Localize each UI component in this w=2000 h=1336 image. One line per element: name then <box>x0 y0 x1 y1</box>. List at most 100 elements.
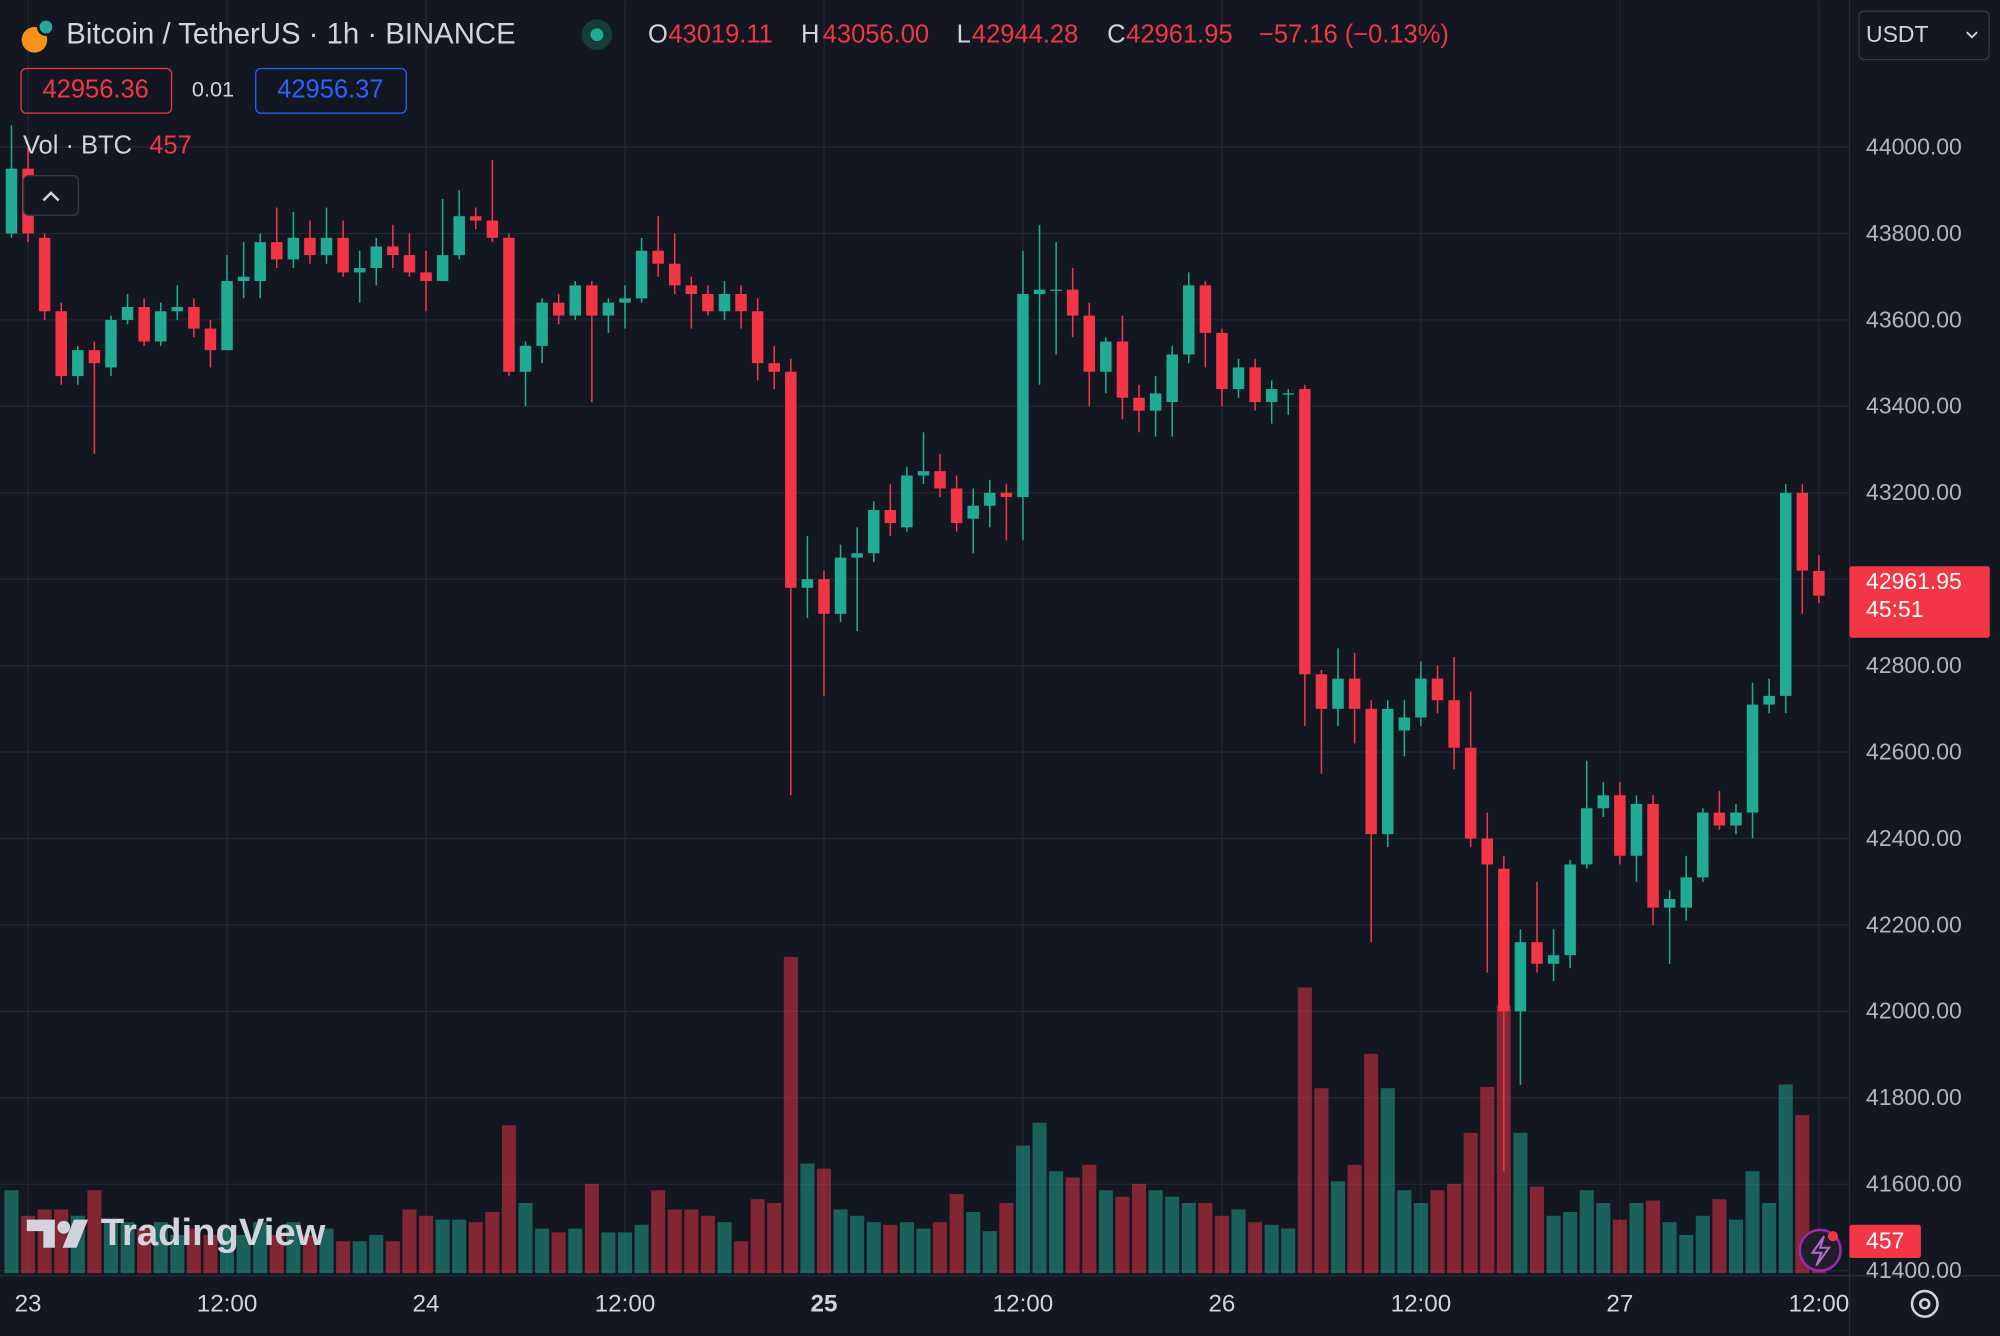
ohlc-key: O <box>648 21 668 49</box>
candle-body <box>834 557 847 614</box>
volume-bar <box>452 1219 467 1274</box>
y-tick-label: 41400.00 <box>1866 1257 1962 1283</box>
settings-icon[interactable] <box>1910 1289 1939 1318</box>
volume-bar <box>1662 1222 1677 1274</box>
candle-body <box>569 285 581 316</box>
volume-bar <box>1596 1203 1611 1274</box>
ohlc-value: 43056.00 <box>823 21 929 49</box>
chevron-down <box>1966 31 1978 39</box>
candle-body <box>702 293 714 312</box>
candle-body <box>1332 678 1344 709</box>
candle-body <box>751 311 764 364</box>
x-tick-label: 23 <box>15 1291 42 1318</box>
price-tag-value: 42961.95 <box>1866 568 1962 594</box>
volume-bar <box>1214 1215 1229 1274</box>
candle-body <box>1481 838 1493 865</box>
candle-body <box>1249 367 1261 403</box>
volume-bar <box>1463 1132 1478 1274</box>
volume-bar <box>1314 1088 1329 1274</box>
volume-label: Vol · BTC <box>23 132 132 160</box>
candle-body <box>1597 795 1610 809</box>
volume-bar <box>87 1190 102 1274</box>
candle-body <box>917 471 930 476</box>
ohlc-legend: O 43019.11 H 43056.00 L 42944.28 C 42961.95 <box>648 21 1233 49</box>
candle-body <box>1415 678 1427 718</box>
candle-body <box>1547 955 1560 964</box>
candle-body <box>1000 492 1013 498</box>
volume-bar <box>850 1215 865 1274</box>
volume-bar <box>1745 1171 1760 1274</box>
volume-bar <box>1248 1222 1263 1274</box>
volume-bar <box>153 1222 168 1274</box>
buy-button[interactable] <box>255 67 407 114</box>
volume-bar <box>833 1209 848 1274</box>
candle-body <box>901 475 913 528</box>
candle-body <box>271 242 283 260</box>
volume-bar <box>816 1168 831 1274</box>
collapse-button[interactable] <box>22 175 80 216</box>
candle-body <box>884 510 897 524</box>
volume-bar <box>1281 1228 1296 1274</box>
volume-bar <box>1015 1145 1030 1274</box>
volume-bar <box>1695 1215 1710 1274</box>
volume-bar <box>1380 1088 1395 1274</box>
volume-bar <box>783 956 798 1274</box>
currency-select[interactable] <box>1858 10 1990 61</box>
volume-bar <box>4 1190 19 1274</box>
candle-body <box>353 268 366 273</box>
candle-body <box>1614 795 1626 856</box>
volume-bar <box>717 1222 732 1274</box>
volume-bar <box>170 1234 185 1274</box>
candle-body <box>387 246 399 256</box>
candle-body <box>1100 341 1112 372</box>
candle-body <box>5 168 18 234</box>
candle-body <box>1398 717 1411 731</box>
volume-bar <box>1795 1115 1810 1274</box>
candle-body <box>1348 678 1361 709</box>
gear-center <box>1919 1298 1931 1310</box>
volume-bar <box>286 1222 301 1274</box>
candles <box>5 125 1825 1172</box>
y-tick-label: 42800.00 <box>1866 652 1962 678</box>
lightning <box>1810 1235 1832 1267</box>
symbol[interactable]: Bitcoin / TetherUS · 1h · BINANCE <box>66 18 515 51</box>
volume-bar <box>1579 1190 1594 1274</box>
volume-bar <box>1148 1190 1163 1274</box>
volume-bar <box>1347 1164 1362 1274</box>
bid[interactable]: 42956.36 <box>42 76 148 104</box>
volume-bar <box>1264 1224 1279 1274</box>
volume-bar <box>1049 1171 1064 1274</box>
volume-bar <box>899 1222 914 1274</box>
sell-button[interactable] <box>20 67 173 114</box>
candle-body <box>105 319 117 368</box>
ask[interactable]: 42956.37 <box>277 76 383 104</box>
candle-body <box>188 306 200 329</box>
volume-bar <box>1679 1234 1694 1274</box>
volume-bar <box>1032 1122 1047 1274</box>
candle-body <box>1663 898 1676 908</box>
candle-body <box>1017 293 1029 498</box>
x-tick-label: 12:00 <box>197 1291 258 1318</box>
volume-bar <box>402 1209 417 1274</box>
candle-body <box>602 302 615 316</box>
candle-body <box>1033 289 1046 294</box>
x-tick-label: 12:00 <box>1789 1291 1850 1318</box>
volume-bar <box>1430 1190 1445 1274</box>
candle-body <box>1448 700 1460 748</box>
volume-bar <box>1480 1086 1495 1274</box>
candle-body <box>1382 708 1394 835</box>
candle-body <box>486 220 499 238</box>
grid <box>0 0 1850 1274</box>
x-tick-label: 27 <box>1606 1291 1633 1318</box>
candle-body <box>1763 695 1775 705</box>
volume-bar <box>866 1222 881 1274</box>
candle-body <box>519 345 532 372</box>
candle-body <box>1580 808 1593 865</box>
candle-body <box>287 237 300 260</box>
volume-bar <box>568 1228 583 1274</box>
volume-bar <box>435 1219 450 1274</box>
